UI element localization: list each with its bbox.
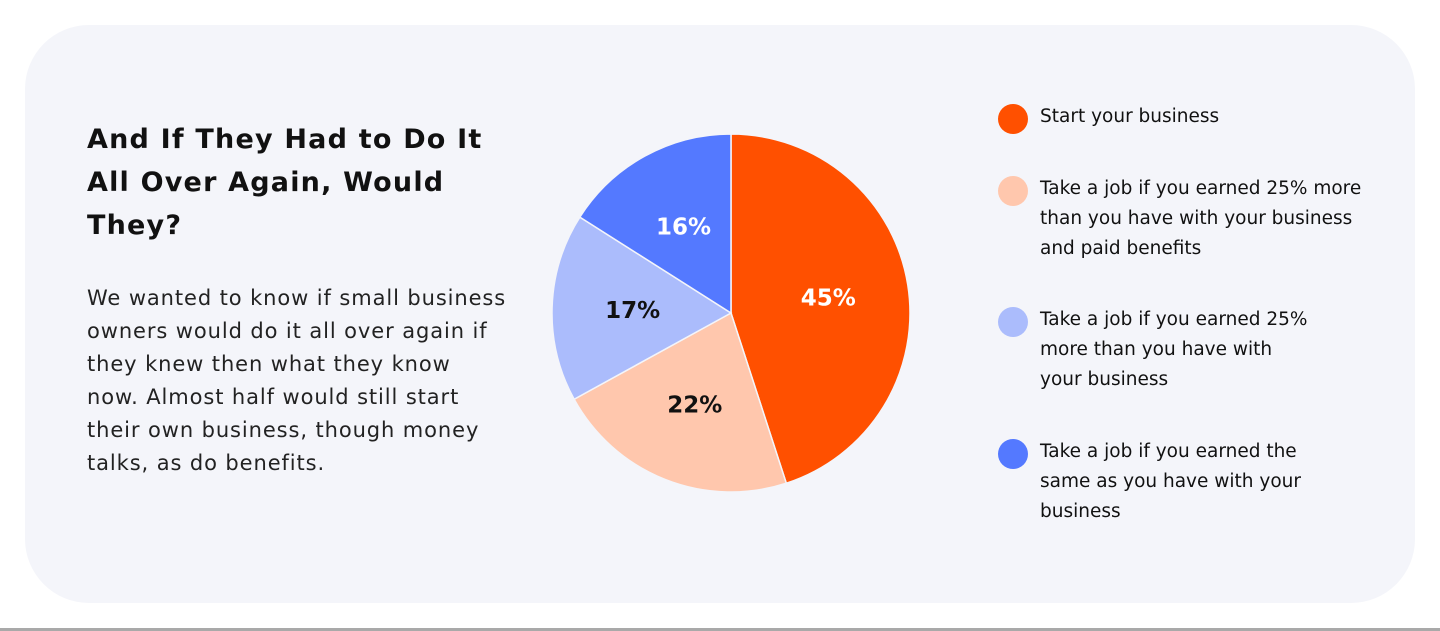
legend-label: Take a job if you earned 25% more than y… (1040, 309, 1308, 390)
legend-swatch (998, 307, 1028, 337)
legend-item-job-25: Take a job if you earned 25% more than y… (998, 305, 1310, 395)
pie-slice-job-25 (551, 216, 733, 401)
data-label-job-25: 17% (605, 298, 660, 324)
chart-description: We wanted to know if small business owne… (87, 286, 507, 475)
legend-label: Take a job if you earned the same as you… (1040, 441, 1301, 522)
legend-item-start-business: Start your business (998, 102, 1370, 134)
legend-swatch (998, 439, 1028, 469)
pie-slice-start-business (730, 133, 911, 485)
legend-item-job-25-benefits: Take a job if you earned 25% more than y… (998, 174, 1370, 264)
bottom-divider (0, 628, 1440, 631)
legend-label: Take a job if you earned 25% more than y… (1040, 178, 1362, 259)
legend-swatch (998, 104, 1028, 134)
pie-slice-job-25-benefits (573, 311, 788, 493)
chart-heading: And If They Had to Do It All Over Again,… (87, 124, 483, 241)
pie-slice-job-same (578, 133, 732, 315)
data-label-job-25-benefits: 22% (667, 393, 722, 419)
legend-swatch (998, 176, 1028, 206)
legend-item-job-same: Take a job if you earned the same as you… (998, 437, 1330, 527)
data-label-job-same: 16% (656, 215, 711, 241)
legend-label: Start your business (1040, 106, 1220, 127)
pie-chart: 45% 22% 17% 16% (551, 133, 911, 493)
data-label-start-business: 45% (801, 286, 856, 312)
